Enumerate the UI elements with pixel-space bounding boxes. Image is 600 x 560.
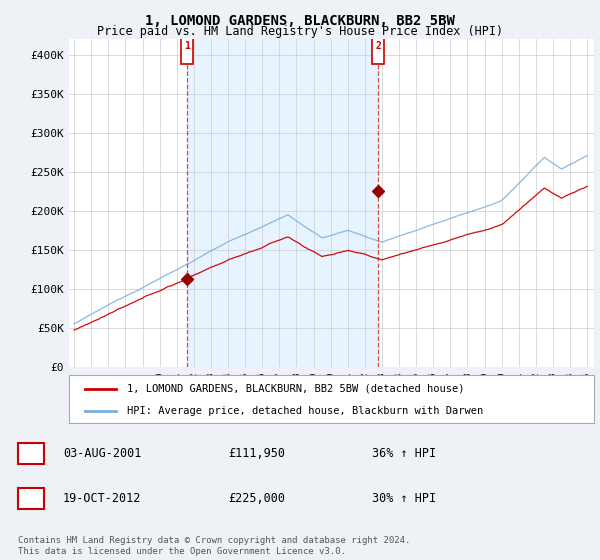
Text: HPI: Average price, detached house, Blackburn with Darwen: HPI: Average price, detached house, Blac… (127, 406, 483, 416)
Text: Contains HM Land Registry data © Crown copyright and database right 2024.
This d: Contains HM Land Registry data © Crown c… (18, 536, 410, 556)
Text: 1, LOMOND GARDENS, BLACKBURN, BB2 5BW: 1, LOMOND GARDENS, BLACKBURN, BB2 5BW (145, 14, 455, 28)
Text: 36% ↑ HPI: 36% ↑ HPI (372, 447, 436, 460)
Text: £111,950: £111,950 (228, 447, 285, 460)
Text: 03-AUG-2001: 03-AUG-2001 (63, 447, 142, 460)
Text: 1: 1 (28, 447, 35, 460)
Text: 19-OCT-2012: 19-OCT-2012 (63, 492, 142, 505)
FancyBboxPatch shape (373, 29, 385, 64)
Text: 30% ↑ HPI: 30% ↑ HPI (372, 492, 436, 505)
Text: 1, LOMOND GARDENS, BLACKBURN, BB2 5BW (detached house): 1, LOMOND GARDENS, BLACKBURN, BB2 5BW (d… (127, 384, 464, 394)
Text: 2: 2 (376, 41, 382, 51)
Text: 1: 1 (184, 41, 190, 51)
FancyBboxPatch shape (181, 29, 193, 64)
Text: Price paid vs. HM Land Registry's House Price Index (HPI): Price paid vs. HM Land Registry's House … (97, 25, 503, 38)
Bar (187, 39, 379, 367)
Text: £225,000: £225,000 (228, 492, 285, 505)
Text: 2: 2 (28, 492, 35, 505)
